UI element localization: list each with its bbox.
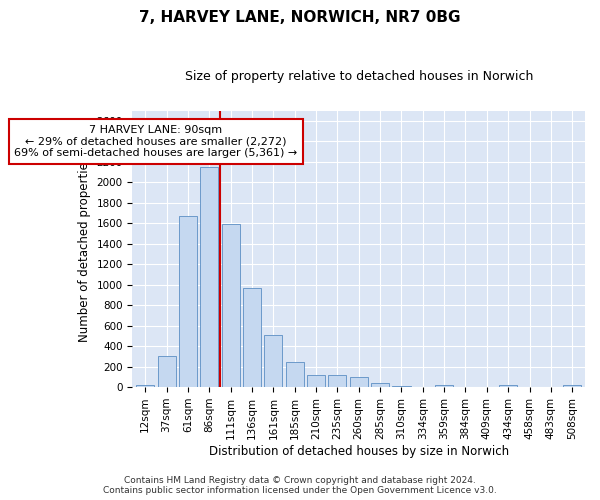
Text: 7 HARVEY LANE: 90sqm
← 29% of detached houses are smaller (2,272)
69% of semi-de: 7 HARVEY LANE: 90sqm ← 29% of detached h… — [14, 125, 298, 158]
Bar — [435, 385, 453, 387]
Text: 7, HARVEY LANE, NORWICH, NR7 0BG: 7, HARVEY LANE, NORWICH, NR7 0BG — [139, 10, 461, 25]
Bar — [563, 385, 581, 387]
Bar — [371, 383, 389, 387]
Bar — [307, 375, 325, 387]
Bar — [350, 378, 368, 387]
Bar — [243, 288, 261, 387]
Bar — [286, 362, 304, 387]
Bar — [200, 167, 218, 387]
Title: Size of property relative to detached houses in Norwich: Size of property relative to detached ho… — [185, 70, 533, 83]
Y-axis label: Number of detached properties: Number of detached properties — [78, 156, 91, 342]
Bar — [158, 356, 176, 387]
Bar — [542, 386, 560, 387]
Bar — [221, 224, 240, 387]
Text: Contains HM Land Registry data © Crown copyright and database right 2024.
Contai: Contains HM Land Registry data © Crown c… — [103, 476, 497, 495]
Bar — [179, 216, 197, 387]
Bar — [414, 386, 432, 387]
Bar — [520, 386, 539, 387]
Bar — [478, 386, 496, 387]
Bar — [328, 376, 346, 387]
Bar — [392, 386, 410, 387]
Bar — [136, 385, 154, 387]
Bar — [499, 385, 517, 387]
Bar — [457, 386, 475, 387]
Bar — [264, 336, 283, 387]
X-axis label: Distribution of detached houses by size in Norwich: Distribution of detached houses by size … — [209, 444, 509, 458]
